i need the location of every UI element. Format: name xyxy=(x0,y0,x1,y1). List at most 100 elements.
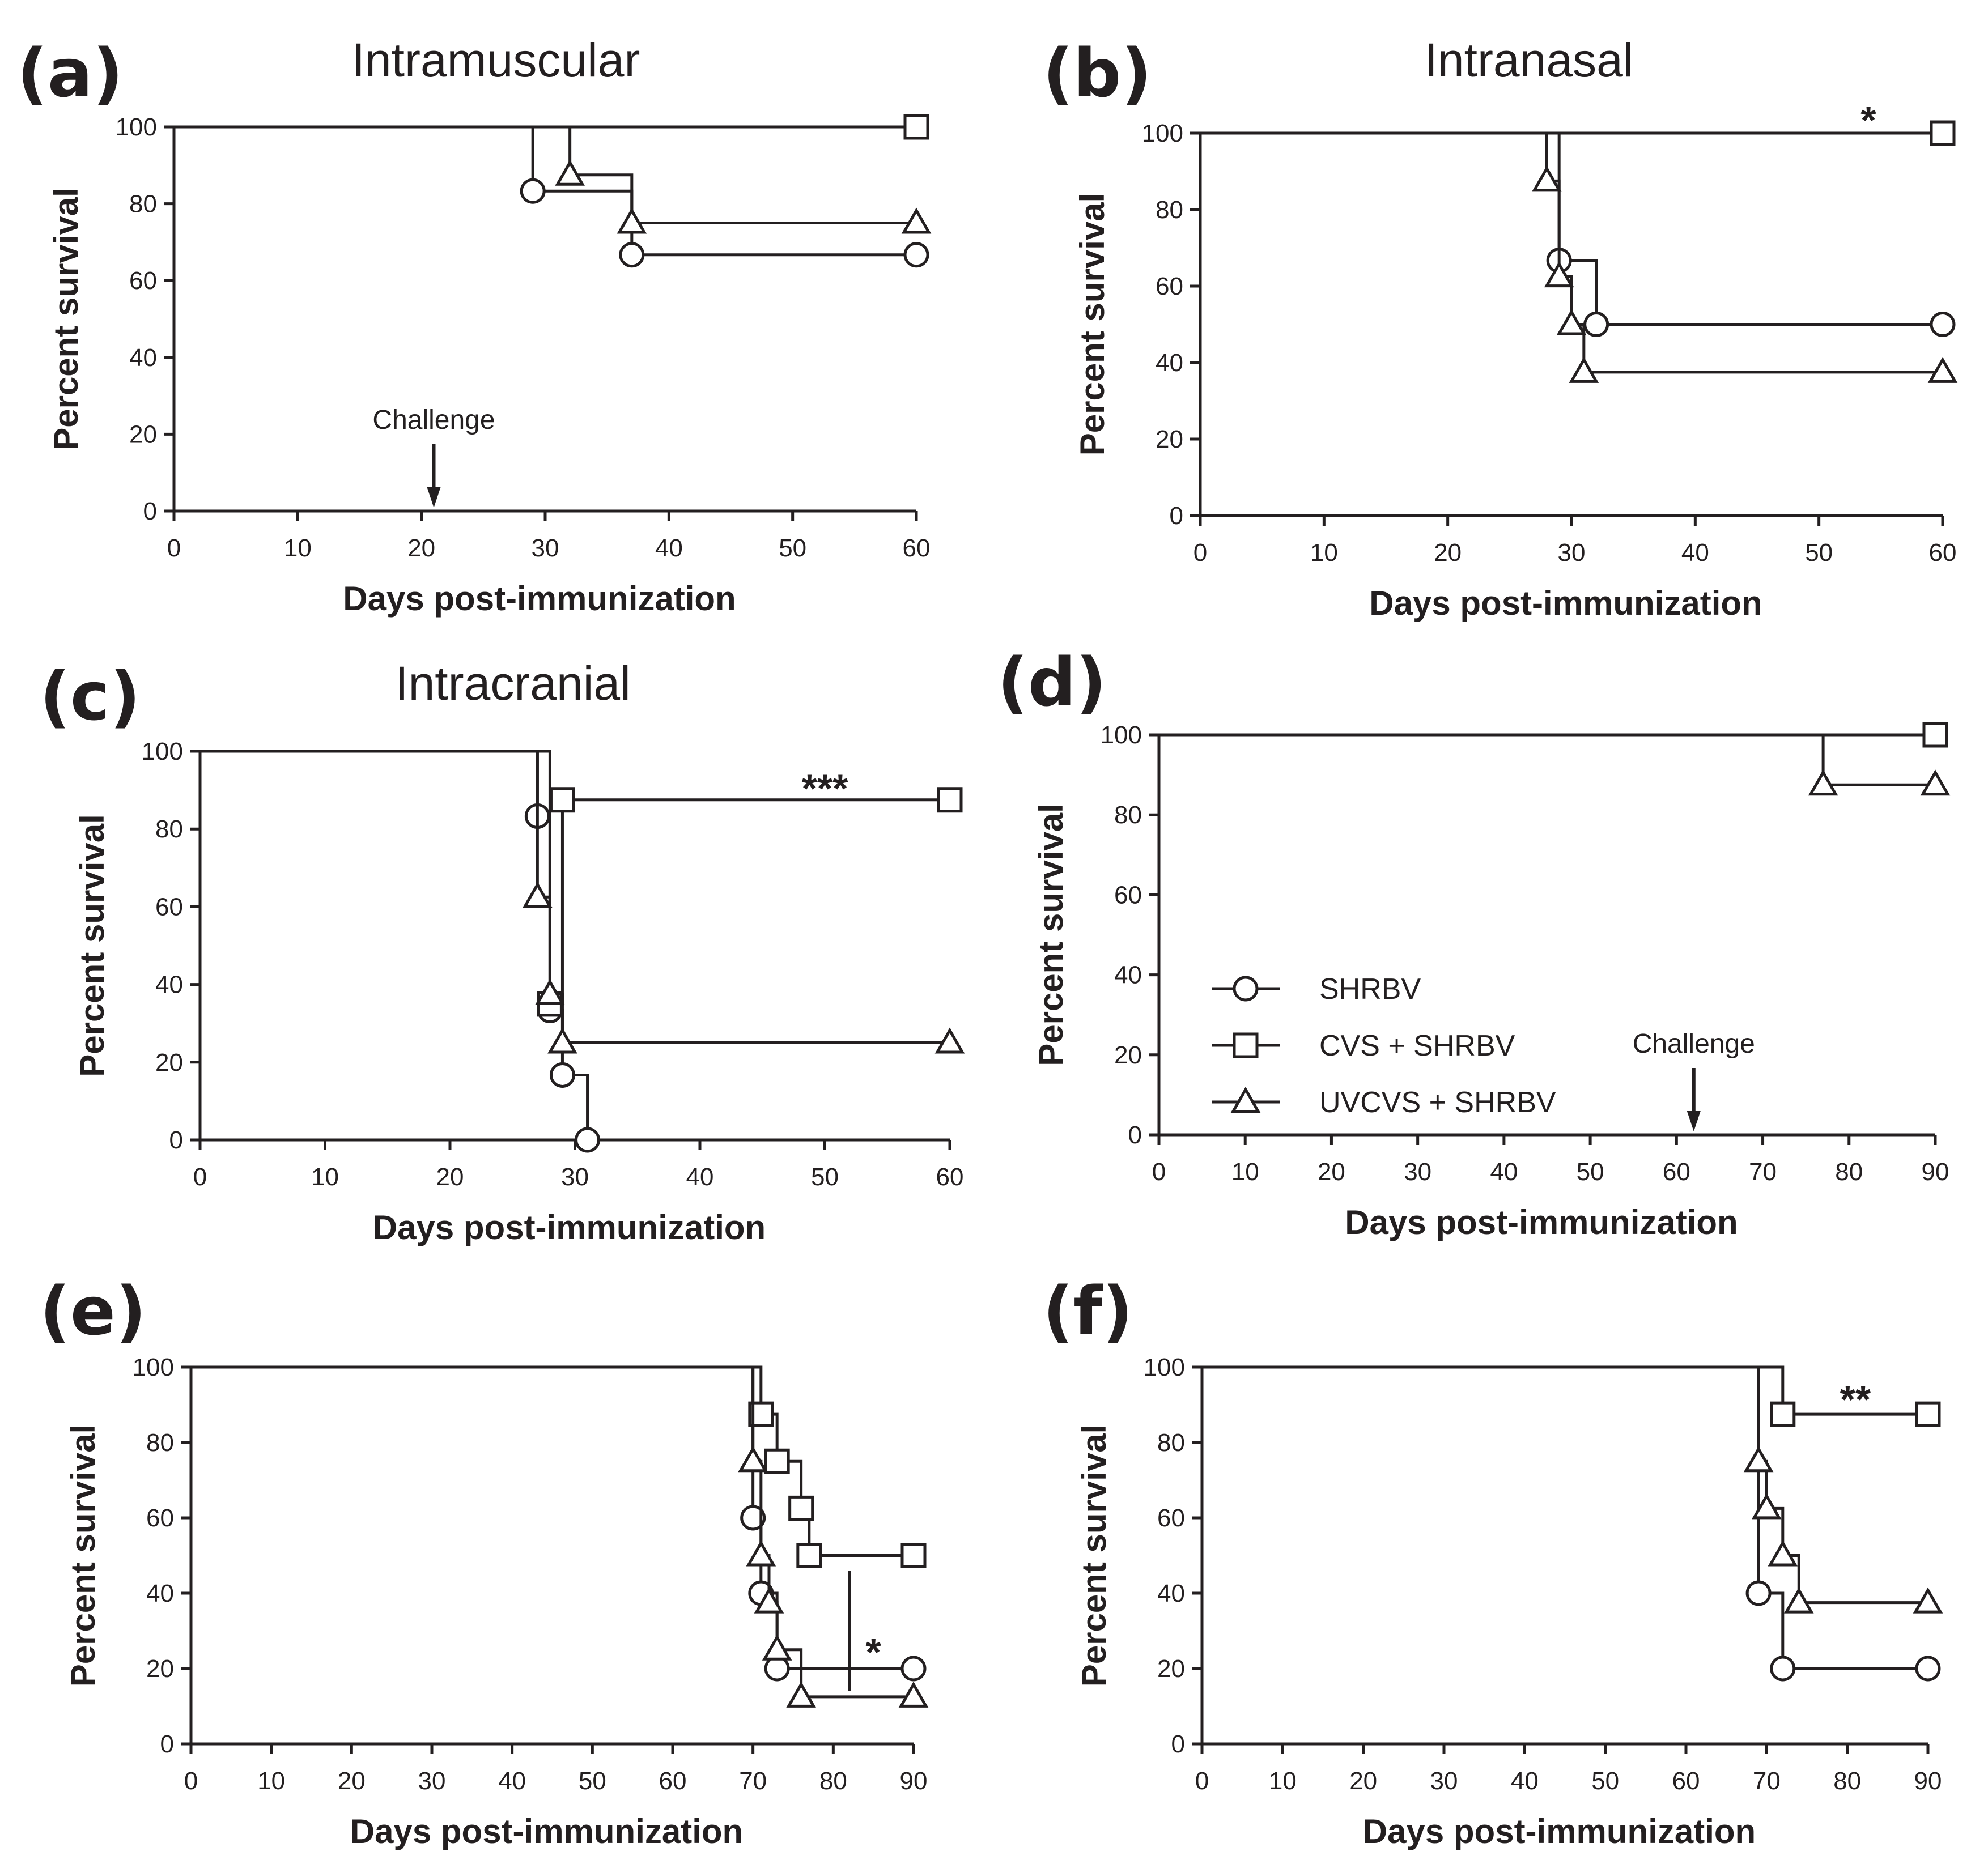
data-point-triangle xyxy=(535,978,565,1005)
data-point-triangle xyxy=(1768,1540,1798,1567)
y-tick-label: 20 xyxy=(155,1049,183,1076)
x-tick-label: 40 xyxy=(1490,1158,1518,1186)
x-tick-label: 30 xyxy=(561,1163,589,1191)
panel-label: (c) xyxy=(40,657,141,735)
series-line-square xyxy=(191,1365,914,1557)
y-tick-label: 0 xyxy=(160,1730,174,1758)
x-axis-label: Days post-immunization xyxy=(1369,584,1762,622)
x-tick-label: 80 xyxy=(1833,1767,1861,1795)
legend-marker-circle xyxy=(1233,976,1259,1002)
chart-title: Intramuscular xyxy=(352,33,640,87)
chart-panel-a: (a) Intramuscular 0 20 40 60 80 100 0 10 20 30 40 50 6… xyxy=(17,33,932,618)
data-point-square xyxy=(796,1543,822,1568)
data-point-square xyxy=(1922,722,1948,748)
x-tick-label: 10 xyxy=(1269,1767,1297,1795)
y-tick-label: 60 xyxy=(129,267,157,295)
data-point-triangle xyxy=(555,159,585,186)
x-tick-label: 0 xyxy=(1195,1767,1209,1795)
y-tick-label: 80 xyxy=(146,1429,174,1457)
chart-panel-d: (d) 0 20 40 60 80 100 0 10 20 30 40 50 60 70 80 90 Days p… xyxy=(997,643,1951,1241)
data-point-circle xyxy=(903,242,929,268)
y-tick-label: 80 xyxy=(155,815,183,843)
panel-label: (b) xyxy=(1043,34,1152,112)
y-tick-label: 0 xyxy=(1128,1121,1142,1149)
data-point-square xyxy=(788,1495,814,1521)
data-point-triangle xyxy=(547,1027,577,1054)
y-tick-label: 100 xyxy=(1142,120,1183,147)
x-axis-label: Days post-immunization xyxy=(1345,1203,1738,1241)
x-tick-label: 80 xyxy=(1835,1158,1863,1186)
x-tick-label: 30 xyxy=(532,534,559,562)
data-point-square xyxy=(937,787,963,813)
y-axis-label: Percent survival xyxy=(1075,1424,1113,1687)
chart-title: Intracranial xyxy=(395,657,631,710)
x-tick-label: 90 xyxy=(900,1767,928,1795)
x-tick-label: 10 xyxy=(1231,1158,1259,1186)
data-point-triangle xyxy=(617,207,647,234)
x-tick-label: 20 xyxy=(1318,1158,1345,1186)
data-point-square xyxy=(900,1543,927,1568)
data-point-circle xyxy=(1930,312,1956,337)
x-tick-label: 50 xyxy=(1577,1158,1604,1186)
data-point-triangle xyxy=(1544,261,1574,288)
y-tick-label: 80 xyxy=(1114,801,1142,829)
legend-label: CVS + SHRBV xyxy=(1319,1029,1515,1062)
x-tick-label: 60 xyxy=(659,1767,687,1795)
data-point-triangle xyxy=(901,207,932,234)
x-axis-label: Days post-immunization xyxy=(1363,1812,1756,1850)
data-point-triangle xyxy=(1752,1493,1782,1520)
y-tick-label: 60 xyxy=(1156,273,1183,300)
x-tick-label: 90 xyxy=(1914,1767,1942,1795)
y-tick-label: 100 xyxy=(1144,1354,1185,1381)
significance-label: * xyxy=(1860,98,1876,142)
data-point-square xyxy=(1770,1401,1796,1427)
x-tick-label: 60 xyxy=(1663,1158,1690,1186)
chart-panel-f: (f) 0 20 40 60 80 100 0 10 20 30 40 50 60 70 80 90 Days p… xyxy=(1043,1272,1943,1850)
series-line-triangle xyxy=(1159,733,1935,786)
y-tick-label: 20 xyxy=(1157,1655,1185,1683)
x-tick-label: 0 xyxy=(1193,539,1207,567)
x-tick-label: 70 xyxy=(1753,1767,1781,1795)
data-point-circle xyxy=(1745,1580,1772,1606)
x-tick-label: 90 xyxy=(1922,1158,1949,1186)
y-axis-label: Percent survival xyxy=(1073,193,1111,456)
x-tick-label: 40 xyxy=(1511,1767,1539,1795)
x-tick-label: 60 xyxy=(936,1163,964,1191)
data-point-triangle xyxy=(1920,769,1951,796)
significance-label: *** xyxy=(802,767,848,811)
y-tick-label: 100 xyxy=(116,113,157,141)
x-tick-label: 0 xyxy=(193,1163,207,1191)
data-point-triangle xyxy=(934,1027,965,1054)
y-tick-label: 40 xyxy=(1114,961,1142,989)
challenge-arrowhead xyxy=(1687,1111,1701,1131)
y-tick-label: 60 xyxy=(155,893,183,921)
chart-panel-e: (e) 0 20 40 60 80 100 0 10 20 30 40 50 60 70 80 90 Days p… xyxy=(40,1272,929,1850)
y-tick-label: 80 xyxy=(129,190,157,218)
x-tick-label: 20 xyxy=(338,1767,366,1795)
series-line-triangle xyxy=(1200,131,1943,374)
x-tick-label: 60 xyxy=(903,534,931,562)
x-tick-label: 20 xyxy=(407,534,435,562)
data-point-circle xyxy=(740,1505,766,1531)
significance-label: * xyxy=(866,1630,882,1674)
y-tick-label: 60 xyxy=(146,1504,174,1532)
data-point-triangle xyxy=(898,1681,929,1708)
x-tick-label: 20 xyxy=(1434,539,1462,567)
x-tick-label: 50 xyxy=(811,1163,839,1191)
challenge-label: Challenge xyxy=(1633,1029,1755,1059)
x-tick-label: 10 xyxy=(257,1767,285,1795)
x-tick-label: 0 xyxy=(1152,1158,1166,1186)
legend-label: UVCVS + SHRBV xyxy=(1319,1086,1556,1119)
x-tick-label: 80 xyxy=(819,1767,847,1795)
legend: SHRBV CVS + SHRBV UVCVS + SHRBV xyxy=(1212,973,1556,1119)
x-tick-label: 60 xyxy=(1672,1767,1700,1795)
legend-label: SHRBV xyxy=(1319,973,1421,1006)
x-tick-label: 50 xyxy=(1805,539,1833,567)
y-tick-label: 100 xyxy=(1101,721,1142,749)
x-tick-label: 10 xyxy=(284,534,312,562)
y-tick-label: 80 xyxy=(1156,196,1183,224)
y-tick-label: 20 xyxy=(1156,425,1183,453)
x-tick-label: 30 xyxy=(1558,539,1586,567)
x-tick-label: 0 xyxy=(184,1767,198,1795)
chart-panel-c: (c) Intracranial 0 20 40 60 80 100 0 10 20 30 40 50 60… xyxy=(40,657,965,1246)
